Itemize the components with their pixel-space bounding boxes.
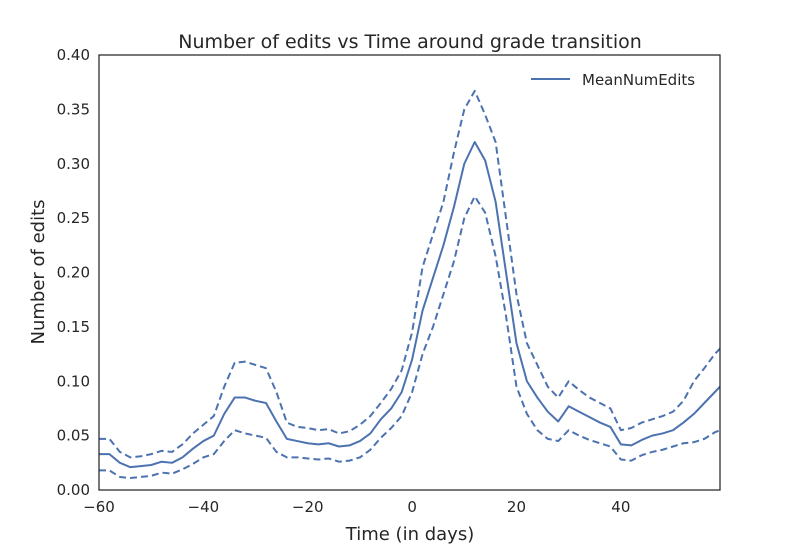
series-line-bound-1 — [99, 89, 721, 459]
x-tick-label: 0 — [407, 498, 417, 516]
x-tick-label: −40 — [188, 498, 220, 516]
series-line-bound-2 — [99, 195, 721, 480]
series-layer — [99, 89, 721, 480]
y-tick-label: 0.25 — [57, 209, 90, 227]
y-tick-label: 0.00 — [57, 481, 90, 499]
x-tick-label: 40 — [611, 498, 630, 516]
x-tick-label: −60 — [83, 498, 115, 516]
y-tick-label: 0.30 — [57, 155, 90, 173]
x-tick-label: −20 — [292, 498, 324, 516]
chart-title: Number of edits vs Time around grade tra… — [178, 31, 642, 53]
legend-label-meannumedits: MeanNumEdits — [582, 71, 695, 89]
x-tick-label: 20 — [507, 498, 526, 516]
y-axis-label: Number of edits — [28, 199, 49, 344]
y-tick-label: 0.40 — [57, 46, 90, 64]
x-axis-label: Time (in days) — [345, 524, 474, 545]
series-line-meannumedits — [99, 141, 721, 469]
y-tick-label: 0.20 — [57, 264, 90, 282]
y-tick-labels: 0.00 0.05 0.10 0.15 0.20 0.25 0.30 0.35 0.40 — [57, 46, 90, 499]
y-tick-label: 0.05 — [57, 427, 90, 445]
y-tick-label: 0.10 — [57, 372, 90, 390]
legend: MeanNumEdits — [531, 71, 695, 89]
x-tick-labels: −60 −40 −20 0 20 40 — [83, 498, 630, 516]
plot-frame — [98, 54, 721, 491]
y-tick-label: 0.35 — [57, 100, 90, 118]
y-tick-label: 0.15 — [57, 318, 90, 336]
